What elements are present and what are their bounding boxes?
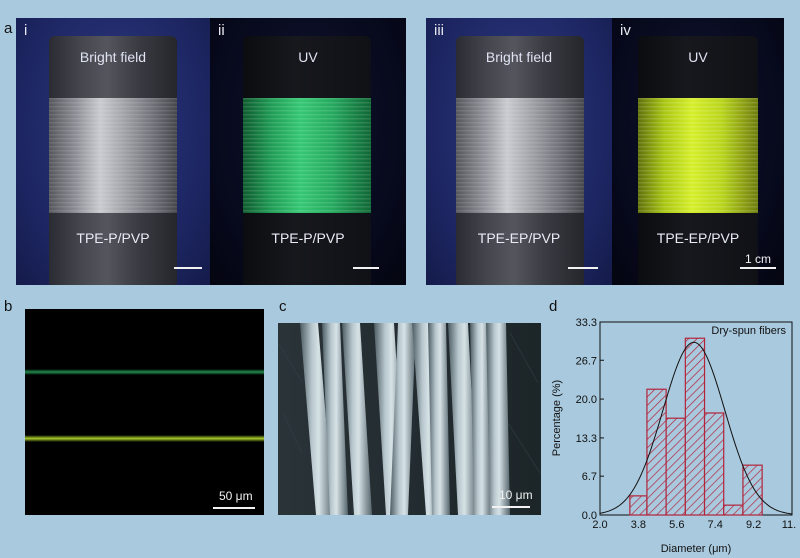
y-tick-label: 13.3	[576, 433, 597, 445]
photo-iv: iv UV TPE-EP/PVP 1 cm	[612, 18, 784, 285]
histogram-bar	[723, 504, 744, 516]
x-tick-label: 11.0	[782, 519, 796, 531]
photo-condition: UV	[298, 49, 318, 65]
x-tick-label: 5.6	[669, 519, 684, 531]
fluorescence-micrograph: 50 μm	[25, 309, 264, 515]
fiber-winding	[49, 98, 177, 213]
fiber-winding-yellow	[638, 98, 758, 213]
y-tick-label: 20.0	[576, 394, 597, 406]
x-tick-label: 3.8	[631, 519, 646, 531]
photo-sample: TPE-EP/PVP	[477, 230, 561, 246]
y-tick-label: 33.3	[576, 317, 597, 329]
chart-legend: Dry-spun fibers	[711, 325, 786, 337]
scale-bar	[492, 506, 530, 508]
fiber-winding	[456, 98, 584, 213]
scale-bar	[353, 267, 379, 269]
x-tick-label: 2.0	[592, 519, 607, 531]
panel-label-c: c	[279, 298, 287, 315]
gaussian-fit-curve	[599, 341, 793, 515]
green-fiber	[25, 369, 264, 375]
y-axis-label: Percentage (%)	[551, 380, 563, 456]
photo-ii: ii UV TPE-P/PVP	[210, 18, 406, 285]
panel-label-b: b	[4, 298, 13, 315]
scale-bar	[568, 267, 598, 269]
photo-index: i	[24, 22, 28, 39]
photo-i: i Bright field TPE-P/PVP	[16, 18, 210, 285]
photo-condition: Bright field	[485, 49, 553, 65]
photo-index: iii	[434, 22, 444, 39]
histogram-bar	[629, 495, 648, 516]
photo-sample: TPE-P/PVP	[271, 230, 345, 246]
photo-sample: TPE-P/PVP	[76, 230, 150, 246]
panel-label-a: a	[4, 20, 13, 37]
photo-condition: UV	[688, 49, 708, 65]
scale-bar-label: 50 μm	[219, 489, 253, 503]
photo-index: ii	[218, 22, 225, 39]
photo-condition: Bright field	[79, 49, 147, 65]
histogram-bar	[703, 412, 725, 516]
photo-sample: TPE-EP/PVP	[656, 230, 740, 246]
fiber-winding-green	[243, 98, 371, 213]
photo-iii: iii Bright field TPE-EP/PVP	[426, 18, 612, 285]
sem-micrograph: 10 μm	[278, 323, 541, 515]
x-tick-label: 9.2	[746, 519, 761, 531]
histogram-bar	[665, 417, 686, 516]
scale-bar	[213, 507, 255, 509]
photo-index: iv	[620, 22, 631, 39]
scale-bar-label: 1 cm	[745, 252, 772, 266]
scale-bar	[740, 267, 776, 269]
x-tick-label: 7.4	[708, 519, 723, 531]
yellow-fiber	[25, 435, 264, 442]
scale-bar	[174, 267, 202, 269]
y-tick-label: 0.0	[582, 510, 597, 522]
diameter-histogram: 0.0 6.7 13.3 20.0 26.7 33.3 2.0 3.8 5.6 7.4 9.2 11…	[551, 317, 796, 555]
scale-bar-label: 10 μm	[499, 488, 533, 502]
panel-label-d: d	[549, 298, 558, 315]
histogram-bar	[684, 337, 706, 516]
sem-fibers	[278, 323, 541, 515]
y-tick-label: 26.7	[576, 355, 597, 367]
x-axis-label: Diameter (μm)	[661, 543, 732, 555]
y-tick-label: 6.7	[582, 471, 597, 483]
